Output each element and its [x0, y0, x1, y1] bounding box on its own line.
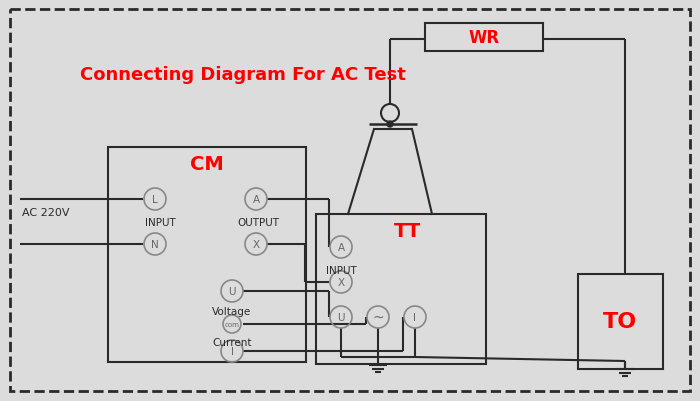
Text: A: A — [337, 242, 344, 252]
Text: TO: TO — [603, 311, 637, 331]
Text: U: U — [228, 286, 236, 296]
Text: CM: CM — [190, 155, 224, 174]
Text: Voltage: Voltage — [212, 306, 251, 316]
Text: X: X — [337, 277, 344, 287]
Text: I: I — [230, 346, 234, 356]
Text: ~: ~ — [372, 310, 384, 324]
Text: Connecting Diagram For AC Test: Connecting Diagram For AC Test — [80, 66, 406, 84]
Text: I: I — [414, 312, 416, 322]
Text: AC 220V: AC 220V — [22, 207, 69, 217]
Text: Current: Current — [212, 337, 252, 347]
Text: A: A — [253, 194, 260, 205]
Circle shape — [387, 122, 393, 128]
Bar — [425, 24, 543, 52]
Text: TT: TT — [394, 222, 421, 241]
Text: INPUT: INPUT — [145, 217, 176, 227]
Text: OUTPUT: OUTPUT — [237, 217, 279, 227]
Text: U: U — [337, 312, 344, 322]
Bar — [578, 274, 663, 369]
Text: WR: WR — [468, 29, 500, 47]
Bar — [316, 215, 486, 364]
Bar — [108, 148, 306, 362]
Text: com: com — [225, 321, 239, 327]
Text: INPUT: INPUT — [326, 265, 356, 275]
Text: X: X — [253, 239, 260, 249]
Text: L: L — [152, 194, 158, 205]
Text: N: N — [151, 239, 159, 249]
